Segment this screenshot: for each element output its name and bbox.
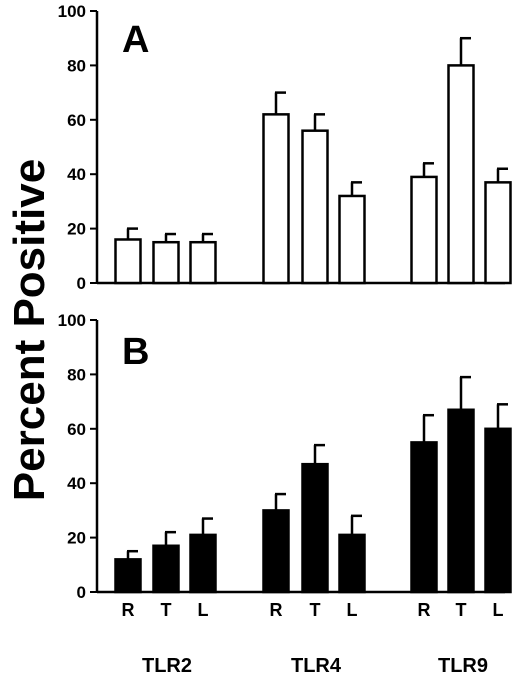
bar-tlr2-t-b xyxy=(152,544,180,594)
group-label-tlr9: TLR9 xyxy=(438,655,488,677)
bar-tlr2-r-a xyxy=(114,238,142,285)
panel-label-b: B xyxy=(122,331,149,373)
category-label-tlr9-l: L xyxy=(493,600,504,620)
y-tick-label-a-20: 20 xyxy=(67,220,86,239)
bar-tlr2-l-b xyxy=(189,533,217,594)
y-tick-label-a-80: 80 xyxy=(67,56,86,75)
group-label-tlr4: TLR4 xyxy=(291,655,342,677)
bar-tlr2-t-a xyxy=(152,240,180,285)
category-label-tlr9-r: R xyxy=(418,600,431,620)
bar-tlr4-t-b xyxy=(301,462,329,594)
category-label-tlr2-r: R xyxy=(122,600,135,620)
bar-tlr4-l-a xyxy=(338,194,366,285)
y-tick-label-a-0: 0 xyxy=(77,274,86,293)
panel-b: 0 20 40 60 80 100 B xyxy=(58,311,512,602)
bar-tlr9-l-b xyxy=(484,427,512,594)
bar-tlr9-r-a xyxy=(410,175,438,285)
bar-tlr9-t-b xyxy=(447,408,475,594)
y-tick-label-b-40: 40 xyxy=(67,474,86,493)
category-label-tlr4-l: L xyxy=(347,600,358,620)
bar-tlr9-r-b xyxy=(410,441,438,594)
bar-tlr2-r-b xyxy=(114,558,142,594)
bar-tlr4-r-a xyxy=(262,113,290,285)
y-tick-label-b-20: 20 xyxy=(67,529,86,548)
category-label-tlr4-t: T xyxy=(310,600,321,620)
y-tick-label-a-100: 100 xyxy=(58,2,86,21)
category-label-tlr4-r: R xyxy=(270,600,283,620)
bar-tlr2-l-a xyxy=(189,240,217,285)
category-label-tlr9-t: T xyxy=(456,600,467,620)
category-label-tlr2-l: L xyxy=(198,600,209,620)
y-tick-label-b-0: 0 xyxy=(77,583,86,602)
bar-tlr9-l-a xyxy=(484,181,512,285)
y-axis-label: Percent Positive xyxy=(5,159,54,501)
bar-tlr4-t-a xyxy=(301,129,329,285)
panel-label-a: A xyxy=(122,19,149,61)
group-label-tlr2: TLR2 xyxy=(142,655,192,677)
category-label-tlr2-t: T xyxy=(161,600,172,620)
y-tick-label-a-60: 60 xyxy=(67,111,86,130)
bar-tlr4-r-b xyxy=(262,509,290,594)
bar-tlr9-t-a xyxy=(447,64,475,285)
y-tick-label-a-40: 40 xyxy=(67,165,86,184)
y-tick-label-b-80: 80 xyxy=(67,365,86,384)
y-tick-label-b-60: 60 xyxy=(67,420,86,439)
bar-tlr4-l-b xyxy=(338,533,366,594)
y-tick-label-b-100: 100 xyxy=(58,311,86,330)
panel-a: 0 20 40 60 80 100 A xyxy=(58,2,512,293)
